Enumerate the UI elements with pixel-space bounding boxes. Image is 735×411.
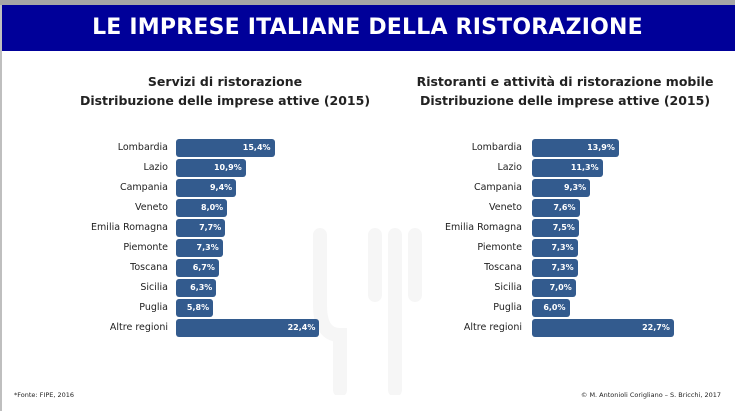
data-label: 7,0%	[549, 283, 572, 292]
data-label: 7,3%	[551, 243, 574, 252]
data-label: 6,7%	[192, 263, 215, 272]
category-label: Lazio	[497, 162, 522, 173]
data-label: 7,7%	[199, 223, 222, 232]
data-label: 22,4%	[287, 323, 316, 332]
category-label: Campania	[119, 182, 168, 193]
bar: 7,6%	[532, 199, 580, 217]
source-note: *Fonte: FIPE, 2016	[14, 391, 75, 399]
data-label: 5,8%	[186, 303, 210, 312]
bar: 22,4%	[176, 319, 320, 337]
bar: 7,5%	[532, 219, 579, 237]
data-label: 6,3%	[190, 283, 213, 292]
bar: 10,9%	[176, 159, 246, 177]
data-label: 7,5%	[552, 223, 575, 232]
data-label: 11,3%	[570, 163, 599, 172]
bar: 5,8%	[176, 299, 214, 317]
bar: 6,3%	[176, 279, 217, 297]
category-label: Sicilia	[494, 282, 522, 293]
category-label: Puglia	[493, 302, 522, 313]
bar: 9,3%	[532, 179, 591, 197]
category-label: Altre regioni	[463, 322, 522, 333]
top-strip	[0, 0, 735, 5]
left-border	[0, 5, 2, 411]
bar: 7,0%	[532, 279, 576, 297]
category-label: Piemonte	[477, 242, 522, 253]
data-label: 13,9%	[587, 143, 615, 152]
fork-watermark-icon	[313, 228, 422, 395]
bar: 8,0%	[176, 199, 228, 217]
data-label: 10,9%	[213, 163, 242, 172]
category-label: Toscana	[484, 262, 522, 273]
bar: 13,9%	[532, 139, 619, 157]
chart1-title-line2: Distribuzione delle imprese attive (2015…	[79, 93, 371, 108]
chart1-title: Servizi di ristorazione Distribuzione de…	[60, 72, 390, 110]
chart2-title-line2: Distribuzione delle imprese attive (2015…	[419, 93, 711, 108]
bar: 7,3%	[532, 259, 578, 277]
category-label: Veneto	[488, 202, 522, 213]
data-label: 9,3%	[563, 183, 587, 192]
bar: 7,3%	[532, 239, 578, 257]
data-label: 9,4%	[209, 183, 233, 192]
category-label: Lombardia	[471, 142, 522, 153]
data-label: 6,0%	[543, 303, 566, 312]
page-title: LE IMPRESE ITALIANE DELLA RISTORAZIONE	[0, 5, 735, 51]
chart2-title-line1: Ristoranti e attività di ristorazione mo…	[416, 74, 714, 89]
bar: 11,3%	[532, 159, 603, 177]
data-label: 7,6%	[553, 203, 576, 212]
data-label: 15,4%	[242, 143, 271, 152]
category-label: Lazio	[143, 162, 168, 173]
category-label: Piemonte	[123, 242, 168, 253]
copyright: © M. Antonioli Corigliano – S. Bricchi, …	[580, 391, 721, 399]
chart2-title: Ristoranti e attività di ristorazione mo…	[400, 72, 730, 110]
data-label: 7,3%	[551, 263, 574, 272]
category-label: Lombardia	[117, 142, 168, 153]
chart1-title-line1: Servizi di ristorazione	[147, 74, 303, 89]
category-label: Emilia Romagna	[445, 222, 522, 233]
bar: 6,0%	[532, 299, 570, 317]
data-label: 8,0%	[201, 203, 224, 212]
bar: 7,7%	[176, 219, 226, 237]
category-label: Campania	[473, 182, 522, 193]
bar: 9,4%	[176, 179, 237, 197]
data-label: 22,7%	[642, 323, 670, 332]
data-label: 7,3%	[196, 243, 219, 252]
category-label: Puglia	[139, 302, 168, 313]
category-label: Emilia Romagna	[91, 222, 168, 233]
category-label: Sicilia	[140, 282, 168, 293]
bar: 6,7%	[176, 259, 219, 277]
bar: 7,3%	[176, 239, 223, 257]
category-label: Veneto	[134, 202, 168, 213]
category-label: Toscana	[130, 262, 168, 273]
bar: 22,7%	[532, 319, 674, 337]
category-label: Altre regioni	[109, 322, 168, 333]
bar: 15,4%	[176, 139, 275, 157]
